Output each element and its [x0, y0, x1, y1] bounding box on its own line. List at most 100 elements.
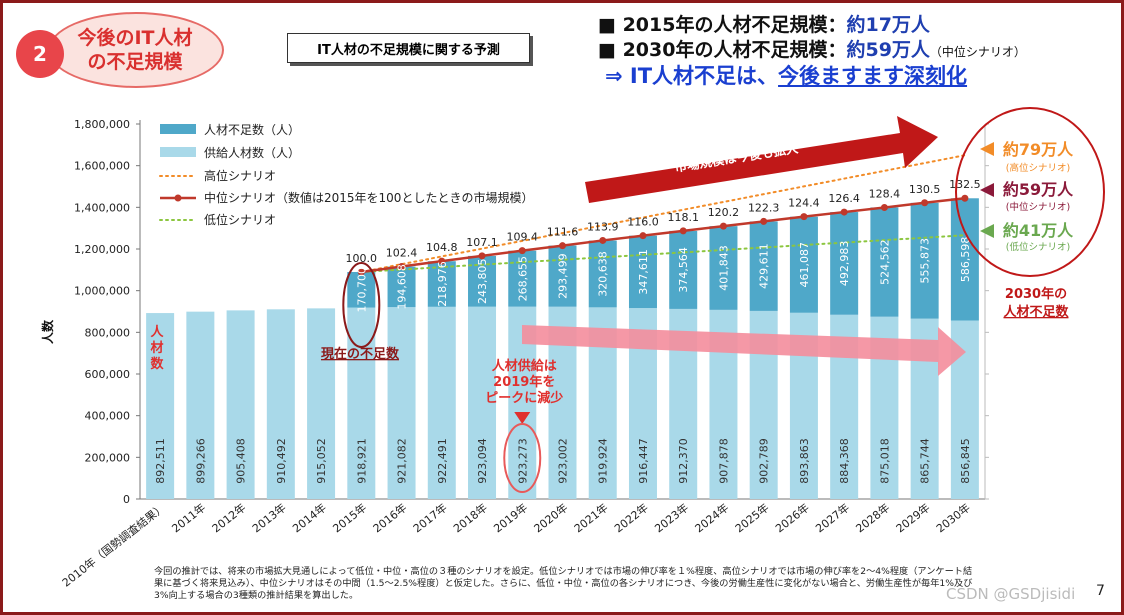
- shortage-value-label: 194,608: [396, 264, 409, 310]
- supply-value-label: 884,368: [838, 438, 851, 484]
- mid-scenario-point: [961, 194, 969, 202]
- current-shortage-label: 現在の不足数: [321, 346, 400, 362]
- section-badge: [48, 12, 224, 88]
- supply-value-label: 915,052: [315, 438, 328, 484]
- low-pointer-icon: [980, 224, 994, 238]
- supply-annotation-char: 人: [150, 324, 164, 340]
- x-tick-label: 2029年: [893, 500, 932, 535]
- supply-value-label: 910,492: [275, 438, 288, 484]
- market-expansion-arrow: [585, 116, 938, 203]
- supply-value-label: 856,845: [959, 438, 972, 484]
- supply-value-label: 892,511: [154, 438, 167, 484]
- shortage-bar: [749, 221, 778, 311]
- peak-annotation-line1: 人材供給は: [492, 358, 557, 374]
- mid-scenario-point: [478, 252, 486, 260]
- headline-2030-note: （中位シナリオ）: [929, 45, 1026, 59]
- x-tick-label: 2020年: [531, 500, 570, 535]
- market-index-label: 102.4: [386, 247, 418, 260]
- shortage-value-label: 401,843: [717, 245, 730, 291]
- supply-value-label: 918,921: [355, 438, 368, 484]
- supply-value-label: 899,266: [194, 438, 207, 484]
- y-tick-label: 1,600,000: [74, 160, 130, 173]
- supply-value-label: 922,491: [436, 438, 449, 484]
- mid-scenario-value: 約59万人: [1003, 180, 1074, 199]
- supply-value-label: 923,002: [557, 438, 570, 484]
- supply-bar: [226, 310, 255, 499]
- x-tick-label: 2016年: [370, 500, 409, 535]
- high-scenario-line: [360, 154, 966, 273]
- headline-2030-label: 2030年の人材不足規模：: [622, 39, 847, 61]
- shortage-value-label: 492,983: [838, 241, 851, 287]
- market-index-label: 132.5: [949, 178, 981, 191]
- market-index-label: 104.8: [426, 241, 458, 254]
- y-tick-label: 800,000: [85, 326, 131, 339]
- mid-scenario-point: [357, 268, 365, 276]
- low-scenario-line: [360, 234, 966, 273]
- chart-subtitle: IT人材の不足規模に関する予測: [287, 33, 530, 63]
- market-index-label: 120.2: [708, 206, 740, 219]
- supply-bar: [146, 313, 175, 499]
- shortage-value-label: 293,499: [557, 253, 570, 299]
- y-tick-label: 600,000: [85, 368, 131, 381]
- legend-supply-swatch: [160, 147, 196, 157]
- shortage-bar: [950, 198, 979, 321]
- market-index-label: 126.4: [828, 192, 860, 205]
- x-tick-label: 2011年: [169, 500, 208, 535]
- shortage-bar: [347, 271, 376, 308]
- supply-value-label: 902,789: [758, 438, 771, 484]
- shortage-bar: [910, 202, 939, 319]
- x-tick-label: 2014年: [290, 500, 329, 535]
- x-tick-label: 2013年: [249, 500, 288, 535]
- shortage-2030-line1: 2030年の: [1005, 286, 1067, 302]
- shortage-2030-highlight: [955, 107, 1105, 277]
- shortage-bar: [427, 261, 456, 307]
- y-tick-label: 1,800,000: [74, 118, 130, 131]
- supply-value-label: 923,273: [516, 438, 529, 484]
- y-tick-label: 1,400,000: [74, 201, 130, 214]
- legend-shortage-swatch: [160, 124, 196, 134]
- supply-value-label: 919,924: [597, 438, 610, 484]
- x-tick-label: 2023年: [652, 500, 691, 535]
- high-pointer-icon: [980, 142, 994, 156]
- shortage-value-label: 555,873: [919, 238, 932, 284]
- peak-annotation-line2: 2019年を: [493, 374, 555, 390]
- x-tick-label: 2017年: [410, 500, 449, 535]
- x-tick-label: 2025年: [732, 500, 771, 535]
- y-tick-label: 1,000,000: [74, 285, 130, 298]
- y-tick-label: 200,000: [85, 451, 131, 464]
- section-title-line2: の不足規模: [87, 51, 183, 73]
- section-number: 2: [16, 30, 64, 78]
- supply-value-label: 921,082: [396, 438, 409, 484]
- y-tick-label: 400,000: [85, 410, 131, 423]
- shortage-bar: [830, 212, 859, 315]
- footnote: 今回の推計では、将来の市場拡大見通しによって低位・中位・高位の３種のシナリオを設…: [154, 566, 973, 601]
- shortage-2030-line2: 人材不足数: [1003, 304, 1069, 320]
- shortage-bar: [870, 207, 899, 317]
- shortage-value-label: 374,564: [677, 247, 690, 293]
- market-index-label: 122.3: [748, 201, 780, 214]
- shortage-value-label: 524,562: [878, 239, 891, 285]
- mid-scenario-point: [760, 217, 768, 225]
- mid-scenario-line: [361, 196, 966, 274]
- shortage-value-label: 320,638: [597, 251, 610, 297]
- headline-conclusion-prefix: ⇒ IT人材不足は、: [605, 64, 779, 88]
- low-scenario-value: 約41万人: [1003, 221, 1074, 240]
- supply-bar: [468, 306, 497, 499]
- supply-annotation-char: 数: [150, 356, 164, 372]
- mid-scenario-sub: (中位シナリオ): [1006, 201, 1070, 213]
- square-bullet-icon: ■: [598, 39, 623, 61]
- x-tick-label: 2024年: [692, 500, 731, 535]
- shortage-value-label: 461,087: [798, 242, 811, 288]
- shortage-bar: [709, 226, 738, 310]
- mid-scenario-point: [719, 222, 727, 230]
- supply-bar: [186, 311, 215, 499]
- shortage-value-label: 268,655: [516, 256, 529, 302]
- current-shortage-highlight: [342, 262, 381, 348]
- market-index-label: 109.4: [507, 231, 539, 244]
- y-axis-label: 人数: [40, 319, 55, 344]
- shortage-bar: [588, 240, 617, 308]
- legend-supply-label: 供給人材数（人）: [204, 145, 300, 160]
- market-index-label: 130.5: [909, 183, 941, 196]
- low-scenario-sub: (低位シナリオ): [1006, 241, 1070, 253]
